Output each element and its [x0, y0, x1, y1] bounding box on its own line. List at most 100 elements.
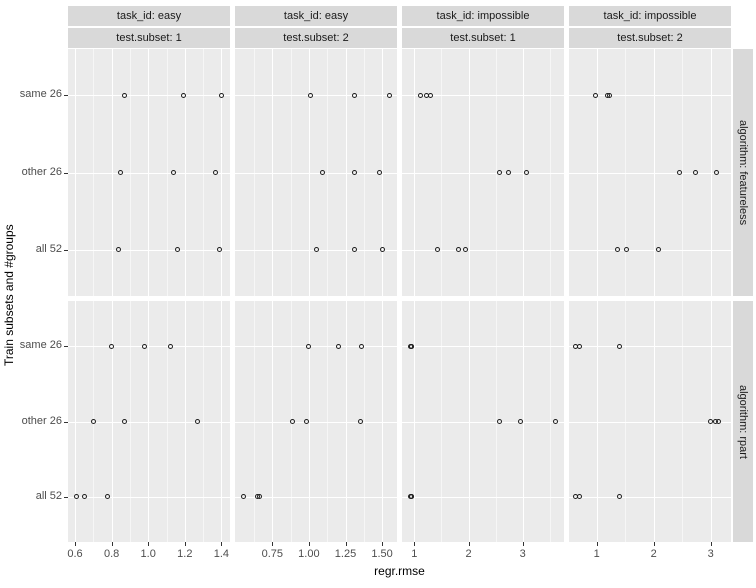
major-gridline	[569, 95, 731, 97]
x-tick-label: 0.6	[67, 548, 83, 560]
data-point	[517, 419, 523, 424]
data-point	[240, 494, 246, 500]
y-tick-label: all 52	[35, 242, 62, 255]
facet-panel	[402, 49, 564, 296]
facet-strip-algorithm: algorithm: rpart	[733, 301, 753, 542]
x-tick-mark	[148, 542, 150, 546]
x-tick-mark	[414, 542, 416, 546]
data-point	[313, 247, 319, 253]
major-gridline	[68, 496, 230, 498]
major-gridline	[68, 249, 230, 251]
data-point	[552, 419, 558, 424]
x-tick-mark	[75, 542, 76, 546]
major-gridline	[68, 421, 230, 423]
facet-strip-subset: test.subset: 2	[569, 28, 731, 48]
facet-strip-task: task_id: impossible	[402, 6, 564, 26]
x-tick-label: 2	[465, 548, 472, 560]
data-point	[713, 170, 719, 175]
data-point	[572, 343, 578, 349]
x-tick-mark	[653, 542, 655, 546]
data-point	[351, 92, 357, 98]
facet-strip-subset: test.subset: 2	[235, 28, 397, 48]
x-tick-label: 1.00	[298, 548, 320, 560]
facet-strip-task: task_id: easy	[68, 6, 230, 26]
facet-strip-algorithm: algorithm: featureless	[733, 49, 753, 296]
y-tick-label: other 26	[21, 165, 62, 178]
major-gridline	[402, 95, 564, 97]
facet-strip-subset: test.subset: 1	[68, 28, 230, 48]
data-point	[105, 494, 111, 500]
data-point	[303, 419, 309, 424]
data-point	[213, 170, 219, 175]
x-axis-title: regr.rmse	[374, 564, 425, 578]
data-point	[118, 170, 124, 175]
data-point	[195, 419, 201, 424]
y-tick-mark	[64, 249, 68, 251]
data-point	[607, 92, 613, 98]
data-point	[455, 247, 461, 253]
x-tick-label: 1.25	[334, 548, 357, 560]
x-tick-label: 3	[519, 548, 526, 560]
data-point	[142, 343, 147, 349]
y-tick-mark	[64, 95, 68, 97]
data-point	[90, 419, 96, 424]
facet-strip-subset: test.subset: 1	[402, 28, 564, 48]
data-point	[707, 419, 713, 424]
data-point	[335, 343, 341, 349]
x-tick-label: 0.75	[261, 548, 284, 560]
data-point	[506, 170, 512, 175]
facet-panel	[402, 301, 564, 542]
data-point	[290, 419, 296, 424]
major-gridline	[402, 346, 564, 348]
data-point	[676, 170, 682, 175]
x-tick-label: 0.8	[103, 548, 120, 560]
major-gridline	[235, 421, 397, 423]
data-point	[715, 419, 721, 424]
data-point	[617, 343, 622, 349]
major-gridline	[235, 172, 397, 174]
y-tick-label: same 26	[19, 339, 62, 352]
data-point	[319, 170, 325, 175]
x-tick-label: 1.50	[371, 548, 393, 560]
data-point	[121, 92, 127, 98]
data-point	[614, 247, 620, 253]
major-gridline	[402, 172, 564, 174]
data-point	[497, 419, 503, 424]
x-tick-mark	[382, 542, 384, 546]
x-tick-label: 1.2	[177, 548, 193, 560]
data-point	[74, 494, 80, 500]
data-point	[428, 92, 434, 98]
data-point	[218, 92, 224, 98]
data-point	[617, 494, 622, 500]
facet-panel	[569, 301, 731, 542]
x-tick-label: 1	[411, 548, 418, 560]
data-point	[409, 343, 415, 349]
data-point	[307, 92, 313, 98]
data-point	[357, 419, 363, 424]
data-point	[409, 494, 415, 500]
data-point	[81, 494, 87, 500]
data-point	[175, 247, 180, 253]
data-point	[656, 247, 662, 253]
x-tick-mark	[345, 542, 347, 546]
major-gridline	[235, 346, 397, 348]
data-point	[359, 343, 365, 349]
x-tick-mark	[184, 542, 186, 546]
facet-strip-task: task_id: easy	[235, 6, 397, 26]
major-gridline	[569, 172, 731, 174]
major-gridline	[235, 496, 397, 498]
data-point	[109, 343, 115, 349]
facet-panel	[569, 49, 731, 296]
x-tick-label: 1	[593, 548, 600, 560]
data-point	[462, 247, 468, 253]
data-point	[417, 92, 423, 98]
y-tick-mark	[64, 421, 68, 423]
data-point	[376, 170, 382, 175]
data-point	[167, 343, 173, 349]
data-point	[180, 92, 186, 98]
data-point	[256, 494, 262, 500]
major-gridline	[569, 346, 731, 348]
y-tick-mark	[64, 172, 68, 174]
data-point	[351, 170, 357, 175]
